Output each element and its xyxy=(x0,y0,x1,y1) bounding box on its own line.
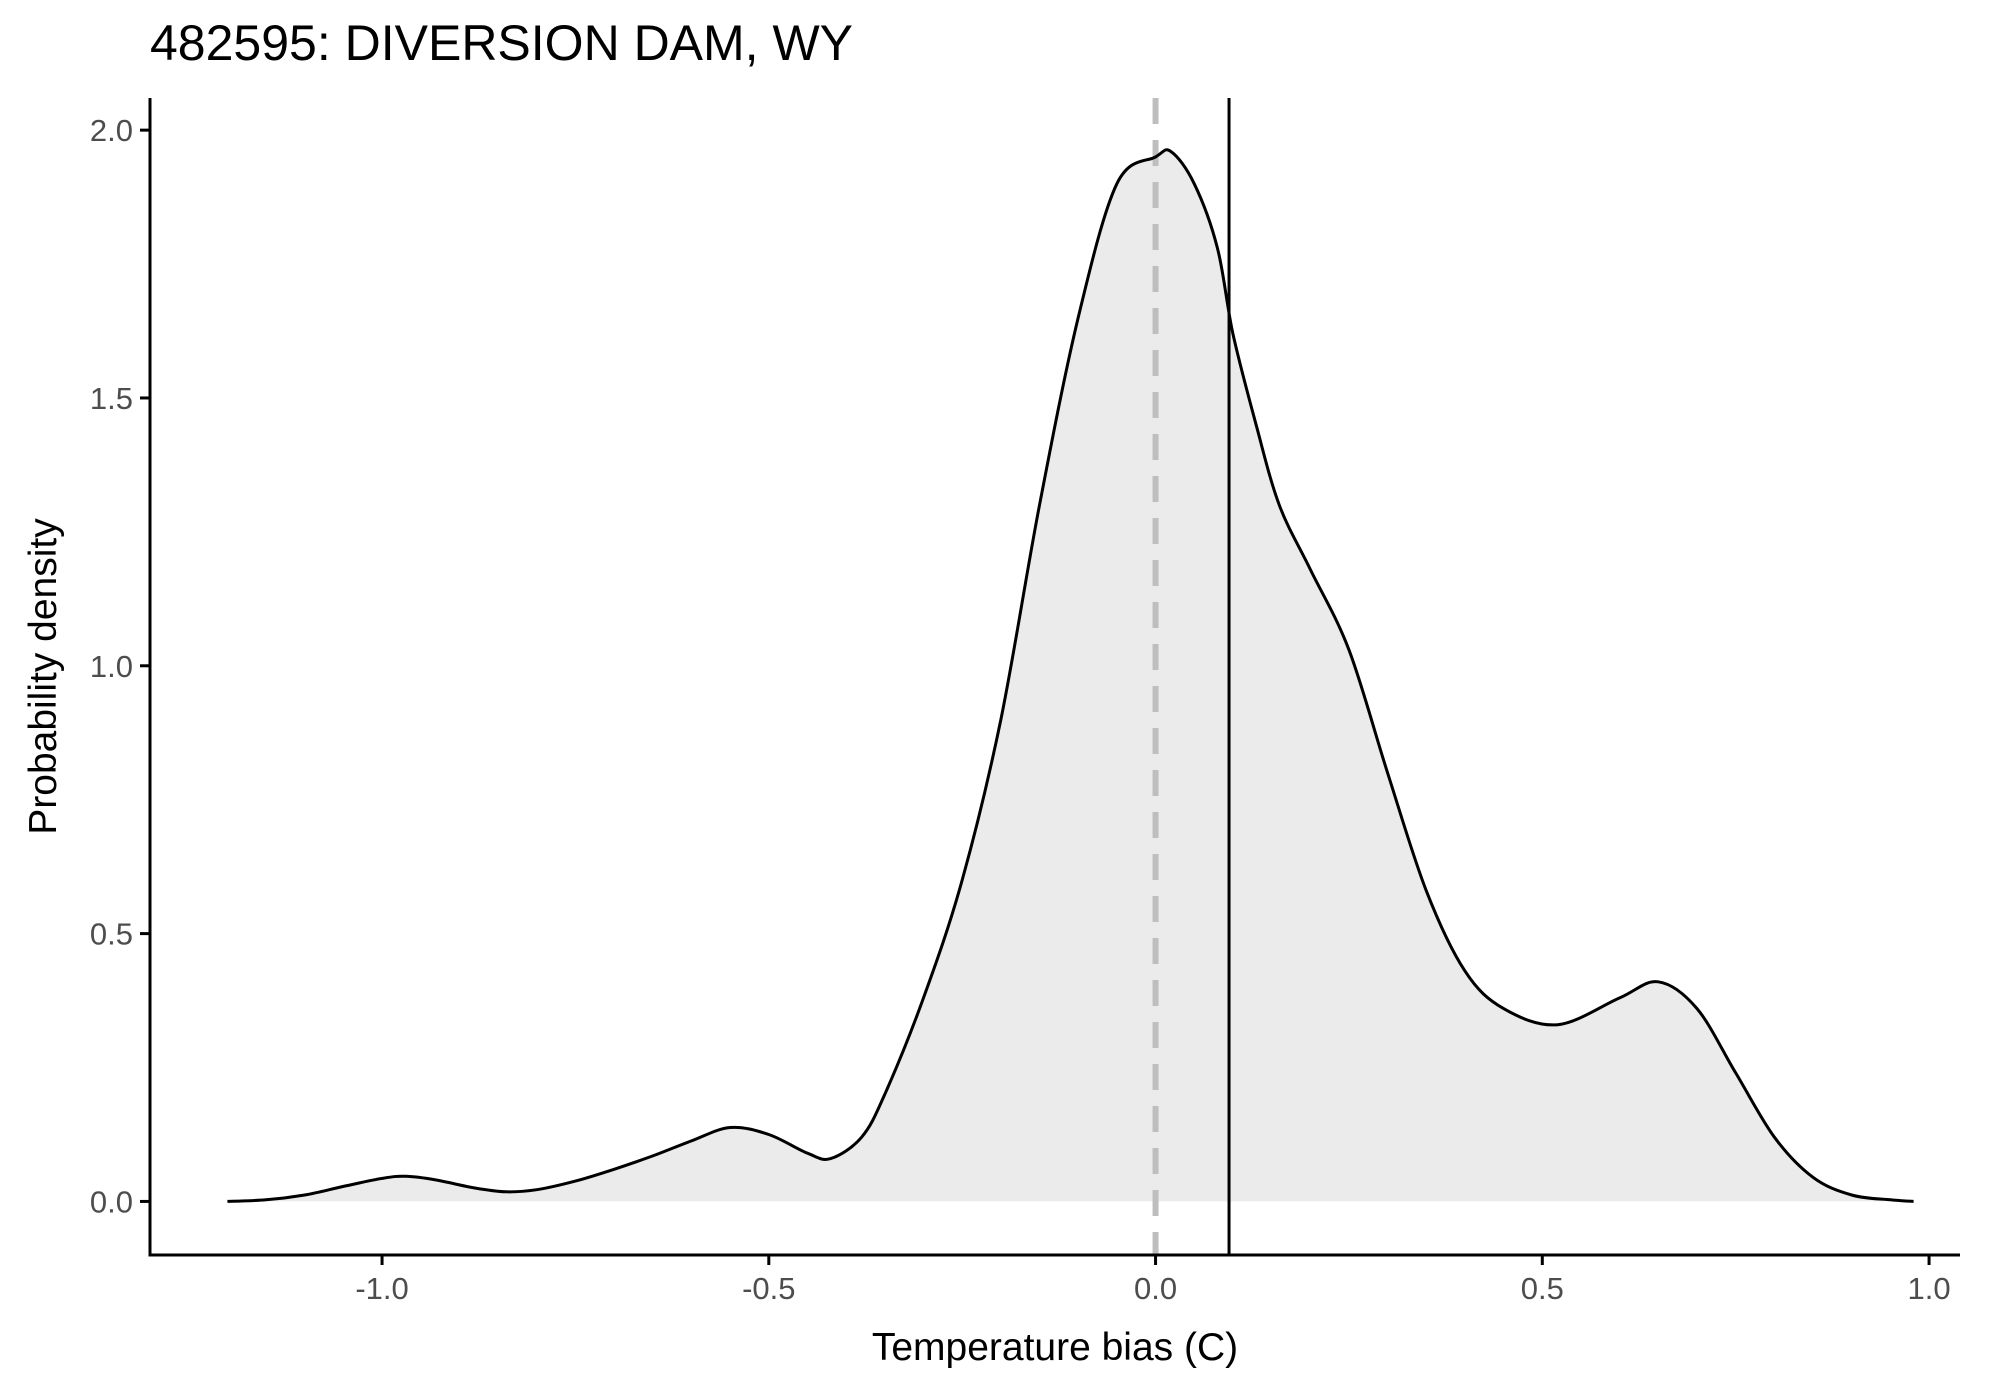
y-axis-title: Probability density xyxy=(22,518,65,835)
x-tick-label: -0.5 xyxy=(742,1271,795,1306)
chart-title: 482595: DIVERSION DAM, WY xyxy=(150,15,854,71)
y-tick-label: 1.5 xyxy=(90,381,133,416)
y-tick-label: 1.0 xyxy=(90,649,133,684)
x-tick-label: 1.0 xyxy=(1908,1271,1951,1306)
density-area xyxy=(227,149,1914,1202)
y-tick-label: 0.0 xyxy=(90,1184,133,1219)
x-tick-label: 0.0 xyxy=(1134,1271,1177,1306)
y-tick-label: 0.5 xyxy=(90,917,133,952)
x-tick-label: 0.5 xyxy=(1521,1271,1564,1306)
x-axis-title: Temperature bias (C) xyxy=(872,1326,1238,1369)
y-tick-label: 2.0 xyxy=(90,113,133,148)
density-curve xyxy=(227,148,1914,1203)
x-tick-label: -1.0 xyxy=(355,1271,408,1306)
